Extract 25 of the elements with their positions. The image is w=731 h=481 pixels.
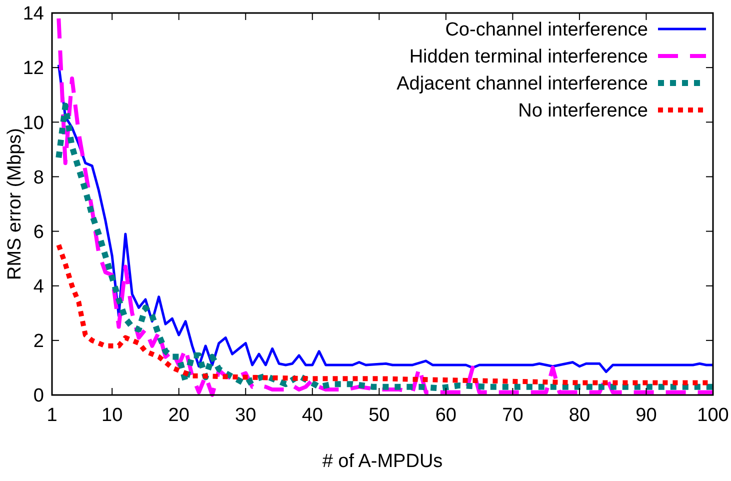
legend-label: Hidden terminal interference [409,46,648,68]
x-tick-label: 1 [46,405,58,426]
x-tick-label: 30 [235,405,256,426]
x-tick-label: 60 [435,405,456,426]
x-tick-label: 80 [568,405,590,426]
x-tick-label: 40 [302,405,323,426]
y-tick-label: 14 [22,4,44,25]
y-axis-title: RMS error (Mbps) [4,128,26,280]
x-tick-label: 100 [697,405,729,426]
x-tick-label: 70 [502,405,524,426]
y-tick-label: 0 [33,386,44,407]
y-tick-label: 6 [33,222,44,243]
y-tick-label: 8 [33,167,44,188]
line-series [56,16,713,397]
x-tick-label: 50 [368,405,390,426]
x-axis-title: # of A-MPDUs [322,451,443,472]
y-tick-label: 2 [33,331,44,352]
x-tick-label: 20 [168,405,190,426]
legend-label: No interference [518,100,648,122]
y-tick-label: 12 [22,58,44,80]
y-tick-label: 4 [33,276,44,298]
legend-label: Adjacent channel interference [396,74,648,95]
legend-label: Co-channel interference [445,20,648,41]
x-tick-label: 10 [102,405,123,426]
x-tick-label: 90 [636,405,657,426]
